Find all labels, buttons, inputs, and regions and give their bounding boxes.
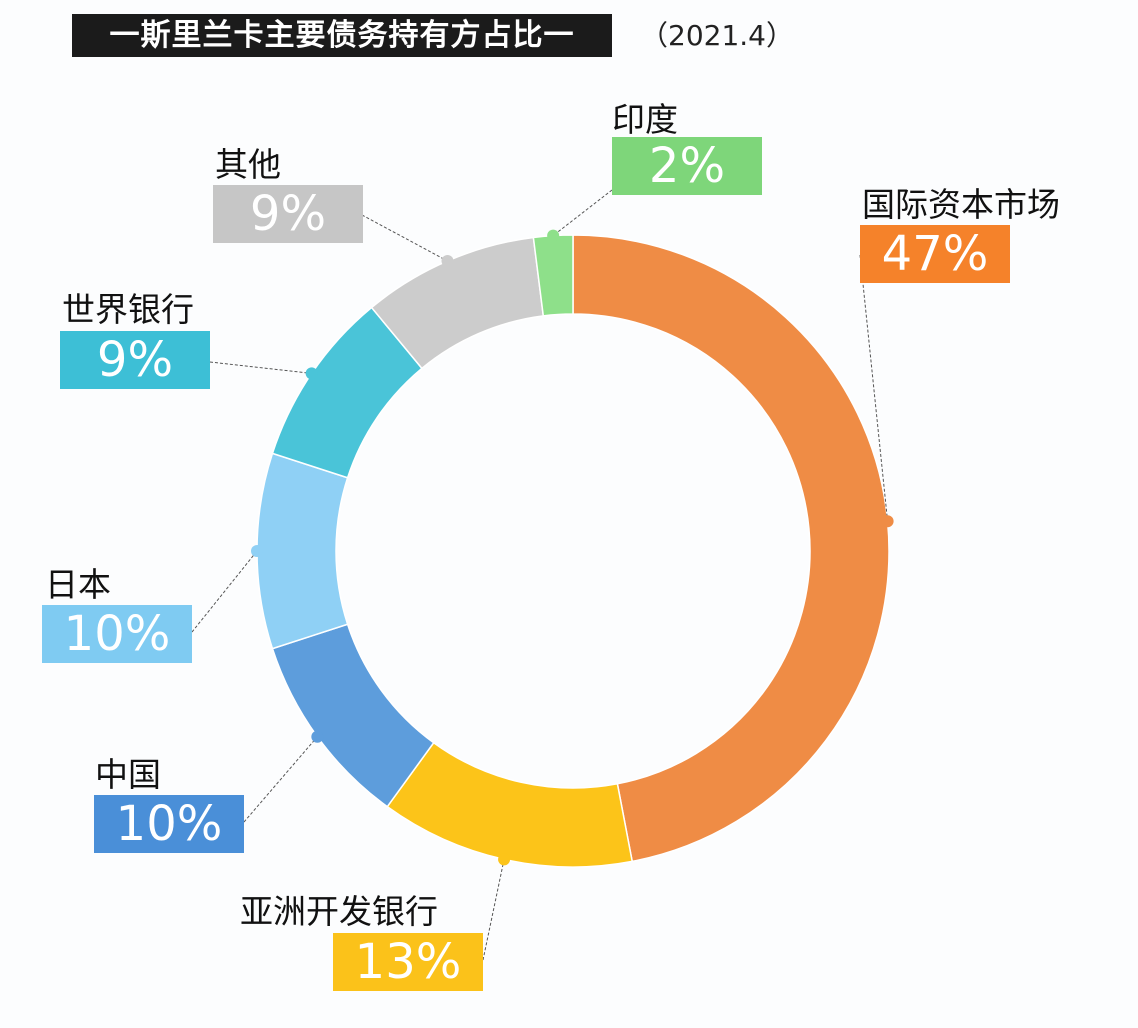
slice-value-5: 9%: [213, 185, 363, 243]
leader-dot-5: [441, 254, 454, 267]
slice-value-2: 10%: [94, 795, 244, 853]
slice-1: [386, 741, 634, 868]
leader-line-3: [191, 550, 258, 633]
slice-value-4: 9%: [60, 331, 210, 389]
leader-line-1: [482, 859, 505, 961]
leader-dot-2: [311, 730, 324, 743]
leader-dot-6: [547, 229, 560, 242]
leader-dot-4: [305, 367, 318, 380]
slice-label-0: 国际资本市场: [862, 185, 1060, 224]
slice-label-1: 亚洲开发银行: [240, 892, 438, 931]
slice-3: [256, 452, 349, 650]
chart-date: （2021.4）: [640, 19, 794, 52]
slice-label-3: 日本: [45, 565, 111, 604]
slice-label-2: 中国: [95, 755, 161, 794]
leader-dot-1: [498, 853, 511, 866]
leader-dot-0: [881, 515, 894, 528]
slice-value-1: 13%: [333, 933, 483, 991]
leader-line-5: [361, 214, 448, 262]
slice-label-6: 印度: [612, 100, 678, 139]
leader-line-4: [209, 361, 312, 374]
slice-6: [532, 234, 574, 317]
slice-value-0: 47%: [860, 225, 1010, 283]
slice-label-5: 其他: [215, 145, 281, 184]
leader-dot-3: [251, 545, 263, 557]
leader-line-2: [243, 736, 318, 823]
slice-value-3: 10%: [42, 605, 192, 663]
chart-title: 一斯里兰卡主要债务持有方占比一: [72, 14, 612, 57]
slice-0: [572, 234, 890, 863]
leader-line-6: [552, 189, 613, 237]
slice-label-4: 世界银行: [62, 290, 194, 329]
slice-value-6: 2%: [612, 137, 762, 195]
